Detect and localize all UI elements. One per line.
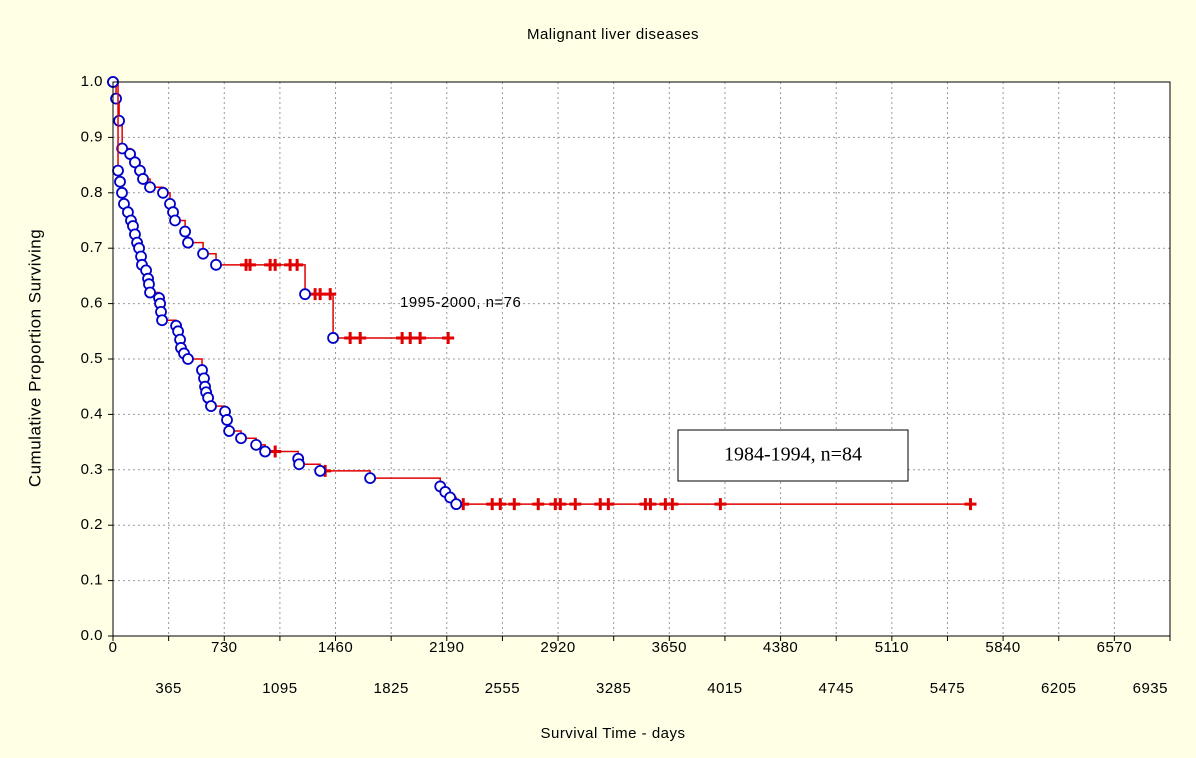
event-marker [197, 247, 209, 260]
censored-mark [554, 498, 567, 511]
censored-mark [314, 288, 327, 301]
censored-mark [964, 498, 977, 511]
y-tick-label: 0.4 [81, 405, 103, 422]
censored-mark [354, 331, 367, 344]
event-marker [156, 314, 168, 327]
censored-mark [714, 498, 727, 511]
y-tick-label: 0.6 [81, 295, 103, 312]
censored-mark [666, 498, 679, 511]
y-tick-label: 0.3 [81, 461, 103, 478]
x-tick-label: 4745 [819, 680, 854, 697]
x-tick-label: 5475 [930, 680, 965, 697]
event-marker [250, 438, 263, 451]
annotation-box [677, 429, 909, 482]
event-marker [179, 225, 191, 238]
event-marker [182, 353, 194, 365]
x-tick-label: 4380 [763, 639, 798, 656]
censored-mark [291, 258, 304, 271]
event-marker [223, 425, 236, 437]
censored-mark [269, 258, 282, 271]
y-axis-label: Cumulative Proportion Surviving [25, 229, 44, 487]
plot-area [113, 82, 1170, 636]
x-tick-label: 0 [109, 639, 118, 656]
y-tick-label: 0.8 [81, 184, 103, 201]
x-tick-label: 3285 [596, 680, 631, 697]
event-marker [221, 414, 233, 426]
event-marker [235, 432, 247, 445]
event-marker [169, 214, 181, 227]
y-tick-label: 0.9 [81, 128, 103, 145]
x-tick-label: 6570 [1097, 639, 1132, 656]
censored-mark [602, 498, 615, 511]
y-tick-label: 0.1 [81, 572, 103, 589]
x-tick-label: 365 [155, 680, 182, 697]
y-tick-label: 1.0 [81, 73, 103, 90]
event-marker [210, 258, 222, 271]
y-tick-label: 0.5 [81, 350, 103, 367]
censored-mark [569, 498, 582, 511]
event-marker [157, 186, 169, 199]
x-tick-label: 4015 [707, 680, 742, 697]
x-tick-label: 730 [211, 639, 238, 656]
event-marker [205, 400, 217, 412]
x-tick-label: 2190 [429, 639, 464, 656]
event-marker [327, 332, 339, 344]
event-marker [144, 181, 156, 194]
x-tick-label: 1460 [318, 639, 353, 656]
y-tick-label: 0.0 [81, 627, 103, 644]
x-tick-label: 6935 [1133, 680, 1168, 697]
marks [107, 76, 977, 511]
x-tick-label: 1095 [262, 680, 297, 697]
censored-mark [324, 288, 337, 301]
x-tick-label: 1825 [373, 680, 408, 697]
censored-mark [244, 258, 257, 271]
event-marker [314, 465, 327, 477]
censored-mark [344, 331, 357, 344]
event-marker [182, 236, 194, 249]
y-tick-label: 0.2 [81, 516, 103, 533]
event-marker [299, 288, 311, 301]
event-marker [116, 142, 129, 155]
event-marker [450, 498, 463, 511]
x-tick-label: 5840 [985, 639, 1020, 656]
event-marker [137, 173, 149, 185]
event-marker [293, 458, 305, 471]
annotation: 1984-1994, n=84 [724, 444, 862, 466]
censored-mark [442, 331, 455, 344]
event-marker [113, 114, 125, 127]
x-tick-label: 5110 [875, 639, 909, 656]
censored-mark [644, 498, 657, 511]
x-tick-label: 6205 [1041, 680, 1076, 697]
censored-mark [494, 498, 507, 511]
x-tick-label: 3650 [652, 639, 687, 656]
plot-border [112, 81, 1171, 637]
censored-mark [414, 331, 427, 344]
censored-mark [269, 445, 282, 458]
event-marker [116, 186, 128, 199]
annotation: 1995-2000, n=76 [400, 294, 521, 311]
chart-title: Malignant liver diseases [527, 26, 699, 43]
y-tick-label: 0.7 [81, 239, 103, 256]
event-marker [129, 156, 141, 169]
censored-mark [508, 498, 521, 511]
x-tick-label: 2555 [485, 680, 520, 697]
x-axis-label: Survival Time - days [540, 725, 685, 742]
x-tick-label: 2920 [540, 639, 575, 656]
event-marker [114, 175, 126, 188]
event-marker [112, 164, 124, 177]
censored-mark [532, 498, 545, 511]
event-marker [259, 445, 272, 458]
event-marker [144, 286, 156, 299]
event-marker [364, 472, 377, 485]
